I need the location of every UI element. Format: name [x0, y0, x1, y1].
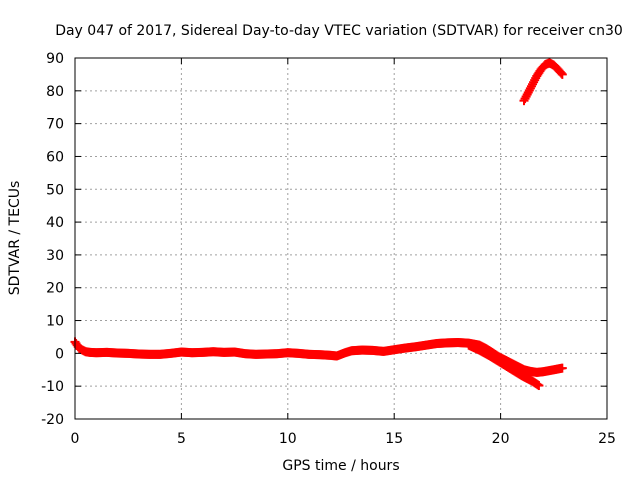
x-axis-label: GPS time / hours [282, 458, 399, 474]
y-tick-label: 40 [46, 215, 64, 231]
y-tick-label: 90 [46, 51, 64, 67]
axis-ticks [74, 57, 608, 420]
x-tick-label: 10 [279, 431, 297, 447]
data-point [556, 68, 566, 78]
data-point [534, 381, 544, 391]
plot-frame [74, 57, 608, 420]
x-tick-label: 25 [598, 431, 616, 447]
chart-title: Day 047 of 2017, Sidereal Day-to-day VTE… [55, 23, 623, 39]
y-tick-label: 70 [46, 117, 64, 133]
y-tick-label: 30 [46, 248, 64, 264]
y-tick-label: 10 [46, 314, 64, 330]
x-tick-label: 0 [71, 431, 80, 447]
y-tick-label: -10 [41, 379, 64, 395]
y-tick-label: 60 [46, 149, 64, 165]
y-tick-label: -20 [41, 412, 64, 428]
grid-lines [75, 58, 607, 419]
y-tick-label: 50 [46, 182, 64, 198]
data-point [557, 69, 567, 79]
x-tick-label: 20 [492, 431, 510, 447]
y-tick-label: 20 [46, 281, 64, 297]
data-point [557, 363, 567, 373]
tick-labels: 0 5 10 15 20 25 -20 -10 0 10 20 30 40 50 60 70 80 90 [41, 51, 616, 447]
x-tick-label: 5 [177, 431, 186, 447]
y-tick-label: 0 [55, 346, 64, 362]
y-tick-label: 80 [46, 84, 64, 100]
y-axis-label: SDTVAR / TECUs [7, 181, 23, 296]
x-tick-label: 15 [385, 431, 403, 447]
data-marks [70, 58, 567, 391]
